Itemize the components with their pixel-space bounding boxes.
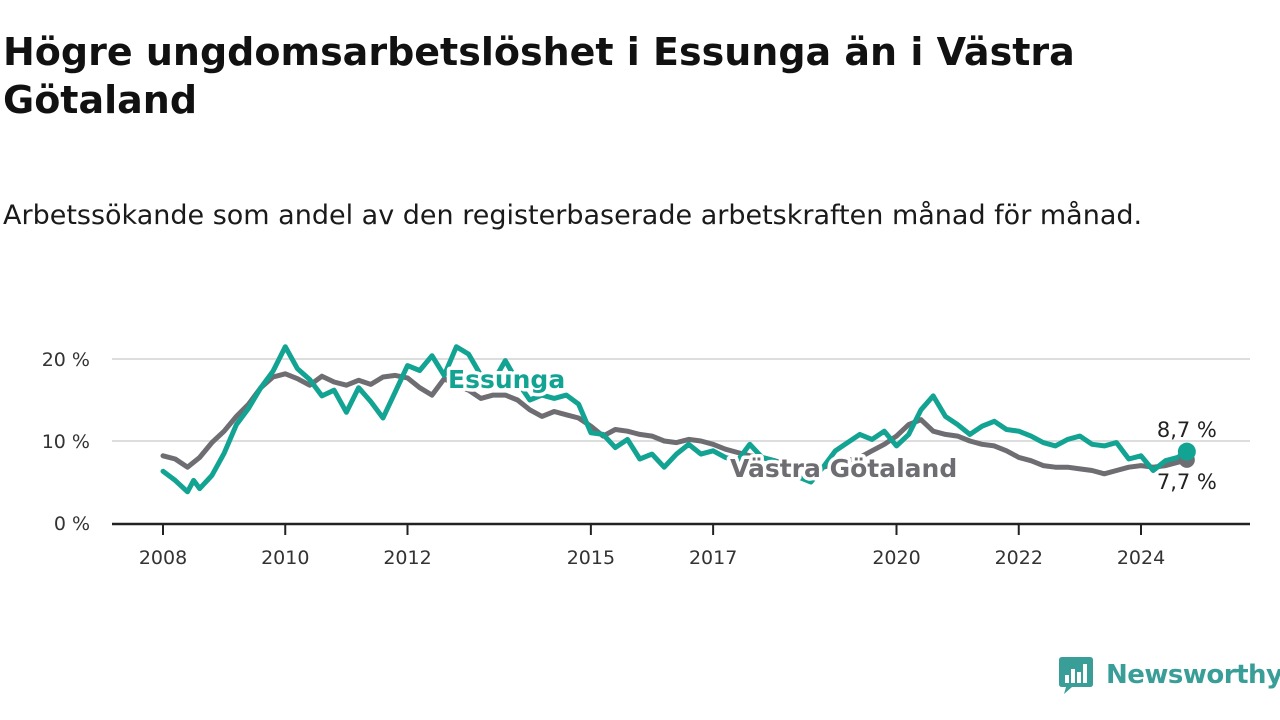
x-tick-label: 2017 bbox=[689, 547, 737, 569]
series-lines bbox=[160, 344, 1190, 495]
page-title: Högre ungdomsarbetslöshet i Essunga än i… bbox=[3, 30, 1075, 122]
y-tick-label: 0 % bbox=[54, 513, 90, 535]
brand-logo: Newsworthy bbox=[1058, 655, 1280, 695]
end-label-essunga: 8,7 % bbox=[1157, 418, 1217, 442]
y-tick-label: 20 % bbox=[42, 349, 90, 371]
x-axis-ticks: 2008 2010 2012 2015 2017 2020 2022 2024 bbox=[139, 525, 1165, 569]
newsworthy-logo-icon bbox=[1059, 657, 1093, 694]
grid-lines bbox=[112, 358, 1250, 442]
page-subtitle: Arbetssökande som andel av den registerb… bbox=[3, 200, 1143, 231]
end-label-vastra: 7,7 % bbox=[1157, 470, 1217, 494]
y-tick-label: 10 % bbox=[42, 431, 90, 453]
brand-name: Newsworthy bbox=[1106, 660, 1280, 690]
x-tick-label: 2020 bbox=[872, 547, 920, 569]
x-tick-label: 2022 bbox=[995, 547, 1043, 569]
x-tick-label: 2008 bbox=[139, 547, 187, 569]
x-tick-label: 2024 bbox=[1117, 547, 1165, 569]
x-tick-label: 2010 bbox=[261, 547, 309, 569]
series-line-essunga bbox=[160, 344, 1190, 495]
series-labels: Essunga Västra Götaland 8,7 % 7,7 % bbox=[445, 362, 1217, 495]
series-label-essunga: Essunga bbox=[448, 365, 565, 394]
y-axis-ticks: 0 % 10 % 20 % bbox=[42, 349, 90, 535]
series-label-vastra: Västra Götaland bbox=[730, 454, 957, 483]
series-line-vastra bbox=[160, 371, 1190, 477]
end-point-essunga bbox=[1177, 442, 1196, 461]
x-tick-label: 2012 bbox=[383, 547, 431, 569]
x-tick-label: 2015 bbox=[567, 547, 615, 569]
